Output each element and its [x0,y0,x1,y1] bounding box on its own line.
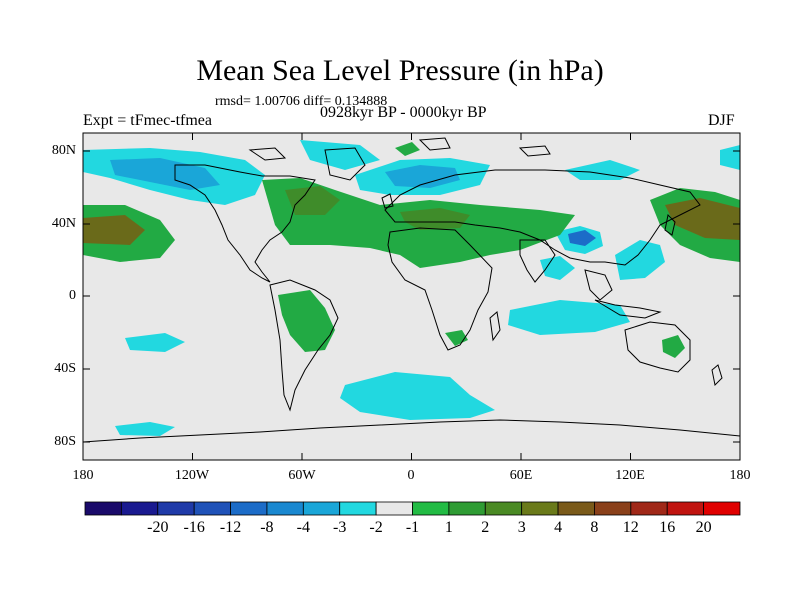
pos-anomaly-arctic-small [395,142,420,156]
colorbar-label: 2 [481,519,490,536]
coast-madagascar [489,311,501,342]
neg-anomaly-alaska-core [110,158,220,190]
colorbar-label: -1 [405,519,420,536]
y-tick-label: 80S [54,434,76,449]
colorbar-label: -2 [369,519,383,536]
period-label: 0928kyr BP - 0000kyr BP [320,104,487,121]
x-tick-label: 60E [509,468,533,483]
pos-anomaly-north-atlantic-core [285,186,340,215]
colorbar-box [266,501,304,516]
coast-southeast-asia [584,269,613,301]
coast-africa [387,227,493,351]
y-tick-label: 80N [51,143,76,158]
colorbar-label: -20 [147,519,169,536]
colorbar-label: 1 [444,519,453,536]
pos-anomaly-northwest-pacific-core [665,198,740,240]
colorbar-box [375,501,413,516]
coast-europe-asia [384,169,701,266]
coast-south-america [269,279,339,412]
colorbar-box [594,501,632,516]
colorbar-label: 8 [590,519,599,536]
season-label: DJF [708,112,735,129]
colorbar-box [484,501,523,516]
coast-british-isles [381,193,394,209]
colorbar-box [521,501,559,516]
coast-indonesia [594,299,662,319]
x-tick-label: 180 [729,468,751,483]
pos-anomaly-south-america [278,290,335,352]
axis-ticks [82,133,741,460]
y-tick-label: 40S [54,361,76,376]
colorbar-box [703,501,741,516]
pos-anomaly-europe-core [400,208,470,230]
coast-japan [664,213,676,236]
colorbar-box [666,501,705,516]
coast-new-zealand [711,364,723,387]
neg-anomaly-south-asia [540,256,575,280]
coast-australia [624,321,691,373]
pos-anomaly-australia [662,335,685,358]
neg-anomaly-north-atlantic [300,140,380,170]
colorbar-box [557,501,595,516]
coast-north-america [174,164,316,283]
colorbar-label: 12 [622,519,639,536]
neg-anomaly-southern-ocean [115,422,175,436]
colorbar-box [339,501,377,516]
coast-greenland [324,147,366,181]
x-tick-label: 60W [288,468,316,483]
coast-antarctica [83,419,740,443]
plot-title: Mean Sea Level Pressure (in hPa) [196,54,604,87]
colorbar-box [448,501,486,516]
neg-anomaly-tibet-core [568,230,596,246]
colorbar-label: -4 [296,519,310,536]
colorbar-label: -8 [260,519,274,536]
colorbar-box [230,501,268,516]
coastlines [83,137,740,443]
experiment-label: Expt = tFmec-tfmea [83,112,212,129]
neg-anomaly-arctic-ne [565,160,640,180]
x-tick-label: 120W [174,468,210,483]
colorbar-box [412,501,450,516]
y-tick-label: 40N [51,216,76,231]
colorbar-label: 3 [517,519,526,536]
anomaly-field [83,140,740,436]
colorbar-box [157,501,195,516]
x-tick-label: 0 [407,468,415,483]
rmsd-diff-stats: rmsd= 1.00706 diff= 0.134888 [215,94,388,109]
y-tick-label: 0 [69,288,76,303]
x-tick-label: 120E [615,468,645,483]
neg-anomaly-eurasia-core [385,165,460,188]
colorbar-label: -12 [219,519,242,536]
colorbar-label: 16 [659,519,676,536]
colorbar-box [84,501,122,516]
neg-anomaly-southeast-pacific [125,333,185,352]
colorbar-label: 20 [695,519,712,536]
neg-anomaly-west-pacific [615,240,665,280]
colorbar-box [193,501,231,516]
colorbar-label: -16 [183,519,205,536]
coast-india [519,239,556,283]
colorbar-label: 4 [554,519,563,536]
coast-arctic-islands [248,137,551,161]
neg-anomaly-indian-ocean [508,300,630,335]
colorbar-box [302,501,341,516]
colorbar-box [120,501,159,516]
pos-anomaly-central-pacific-core [83,215,145,245]
colorbar-boxes [84,501,741,516]
colorbar-box [630,501,668,516]
neg-anomaly-south-atlantic [340,372,495,420]
colorbar-label: -3 [333,519,347,536]
x-tick-label: 180 [72,468,94,483]
